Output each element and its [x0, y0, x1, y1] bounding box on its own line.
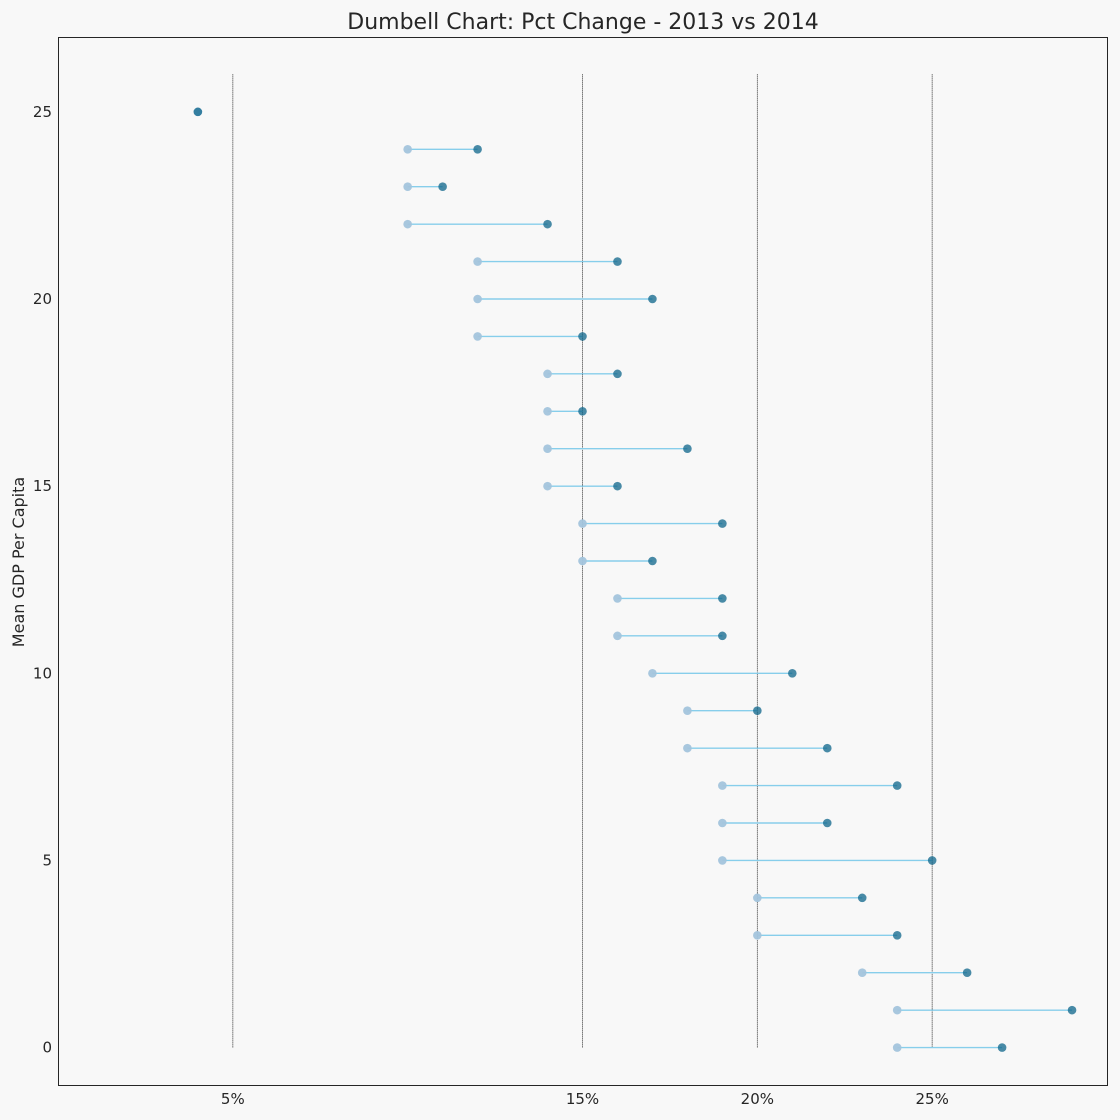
- point-2014: [438, 182, 447, 192]
- y-tick-label: 20: [33, 290, 52, 308]
- point-2013: [403, 144, 412, 154]
- point-2014: [193, 107, 203, 117]
- plot-frame: [58, 37, 1108, 1086]
- point-2013: [857, 968, 867, 978]
- point-2014: [648, 556, 657, 566]
- point-2013: [683, 706, 692, 716]
- point-2014: [543, 219, 552, 229]
- point-2014: [857, 893, 867, 903]
- point-2013: [718, 818, 727, 828]
- point-2014: [997, 1043, 1007, 1052]
- point-2014: [962, 968, 972, 978]
- point-2014: [578, 406, 587, 416]
- point-2014: [718, 594, 727, 603]
- y-tick-label: 10: [33, 664, 52, 682]
- point-2014: [613, 369, 622, 379]
- y-tick-label: 15: [33, 477, 52, 495]
- point-2014: [753, 706, 762, 716]
- point-2013: [473, 294, 482, 304]
- y-axis-label: Mean GDP Per Capita: [9, 477, 28, 647]
- point-2013: [578, 519, 587, 528]
- chart-title: Dumbell Chart: Pct Change - 2013 vs 2014: [347, 10, 818, 35]
- point-2014: [613, 481, 622, 491]
- y-tick-label: 25: [33, 103, 52, 121]
- point-2013: [892, 1005, 902, 1015]
- point-2013: [578, 556, 587, 566]
- x-tick-label: 20%: [741, 1090, 774, 1108]
- point-2014: [473, 144, 482, 154]
- point-2013: [403, 219, 412, 229]
- y-tick-label: 5: [42, 851, 52, 869]
- point-2013: [648, 668, 657, 678]
- point-2013: [543, 444, 552, 454]
- point-2013: [613, 594, 622, 603]
- point-2013: [892, 1043, 902, 1052]
- point-2013: [473, 332, 482, 341]
- point-2014: [892, 930, 902, 940]
- point-2013: [718, 781, 727, 790]
- y-axis-ticks: 0 5 10 15 20 25: [33, 103, 52, 1057]
- point-2013: [403, 182, 412, 192]
- point-2013: [473, 257, 482, 266]
- point-2014: [718, 519, 727, 528]
- point-2014: [718, 631, 727, 641]
- point-2014: [892, 781, 902, 790]
- x-tick-label: 25%: [915, 1090, 948, 1108]
- point-2014: [578, 332, 587, 341]
- point-2014: [822, 743, 832, 753]
- point-2013: [753, 930, 762, 940]
- point-2013: [718, 856, 727, 865]
- point-2014: [927, 856, 937, 865]
- point-2014: [683, 444, 692, 454]
- point-2014: [822, 818, 832, 828]
- point-2013: [543, 481, 552, 491]
- x-tick-label: 5%: [221, 1090, 245, 1108]
- x-axis-ticks: 5% 15% 20% 25%: [221, 1090, 949, 1108]
- point-2014: [648, 294, 657, 304]
- point-2013: [543, 369, 552, 379]
- x-tick-label: 15%: [566, 1090, 599, 1108]
- point-2013: [683, 743, 692, 753]
- point-2014: [1067, 1005, 1077, 1015]
- dumbbell-connectors: [407, 148, 1073, 1049]
- point-2014: [788, 668, 797, 678]
- points-2014: [193, 107, 1077, 1052]
- point-2013: [543, 406, 552, 416]
- reference-lines: [232, 74, 933, 1048]
- y-tick-label: 0: [42, 1039, 52, 1057]
- point-2013: [613, 631, 622, 641]
- point-2014: [613, 257, 622, 266]
- points-2013: [193, 107, 902, 1052]
- point-2013: [753, 893, 762, 903]
